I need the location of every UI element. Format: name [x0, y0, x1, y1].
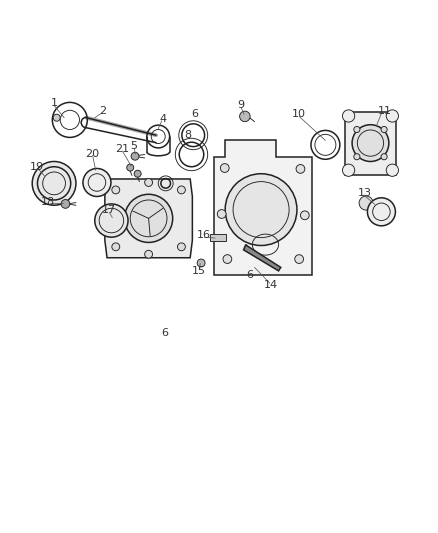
Circle shape — [353, 126, 359, 133]
Circle shape — [131, 152, 139, 160]
Text: 5: 5 — [131, 141, 138, 151]
Text: 16: 16 — [197, 230, 211, 240]
Text: 18: 18 — [41, 197, 55, 207]
Text: 2: 2 — [99, 106, 106, 116]
Circle shape — [220, 164, 229, 172]
Text: 15: 15 — [191, 266, 205, 276]
Circle shape — [351, 125, 388, 161]
Polygon shape — [105, 179, 192, 258]
Circle shape — [294, 255, 303, 263]
Text: 9: 9 — [237, 100, 244, 110]
Text: 6: 6 — [191, 109, 198, 119]
Text: 19: 19 — [29, 161, 43, 172]
Circle shape — [385, 164, 398, 176]
Text: 21: 21 — [115, 144, 129, 154]
Circle shape — [367, 198, 395, 226]
Polygon shape — [209, 234, 226, 241]
Text: 20: 20 — [85, 149, 99, 159]
Text: 17: 17 — [102, 206, 116, 215]
Circle shape — [358, 196, 372, 210]
Circle shape — [127, 164, 134, 171]
Polygon shape — [214, 141, 312, 275]
Circle shape — [223, 255, 231, 263]
Text: 8: 8 — [184, 130, 191, 140]
Text: 11: 11 — [377, 106, 391, 116]
Text: 6: 6 — [246, 270, 253, 280]
Circle shape — [197, 259, 205, 267]
Circle shape — [239, 111, 250, 122]
Circle shape — [83, 168, 111, 197]
Text: 1: 1 — [50, 98, 57, 108]
Circle shape — [342, 110, 354, 122]
Circle shape — [124, 195, 172, 243]
Circle shape — [134, 170, 141, 177]
Circle shape — [353, 154, 359, 160]
Circle shape — [380, 126, 386, 133]
Circle shape — [95, 204, 128, 237]
Text: 14: 14 — [264, 280, 278, 290]
Text: 10: 10 — [291, 109, 305, 119]
Circle shape — [300, 211, 308, 220]
Polygon shape — [243, 245, 280, 271]
Circle shape — [112, 243, 120, 251]
Circle shape — [385, 110, 398, 122]
Text: 13: 13 — [357, 188, 371, 198]
Circle shape — [61, 199, 70, 208]
Text: 6: 6 — [161, 328, 168, 338]
Circle shape — [112, 186, 120, 194]
Circle shape — [145, 179, 152, 187]
Circle shape — [177, 243, 185, 251]
Circle shape — [145, 251, 152, 258]
Circle shape — [380, 154, 386, 160]
Circle shape — [32, 161, 76, 205]
Polygon shape — [344, 111, 395, 175]
Circle shape — [217, 209, 226, 219]
Circle shape — [342, 164, 354, 176]
Circle shape — [295, 165, 304, 173]
Circle shape — [225, 174, 296, 246]
Circle shape — [53, 114, 60, 121]
Circle shape — [177, 186, 185, 194]
Text: 4: 4 — [159, 114, 166, 124]
